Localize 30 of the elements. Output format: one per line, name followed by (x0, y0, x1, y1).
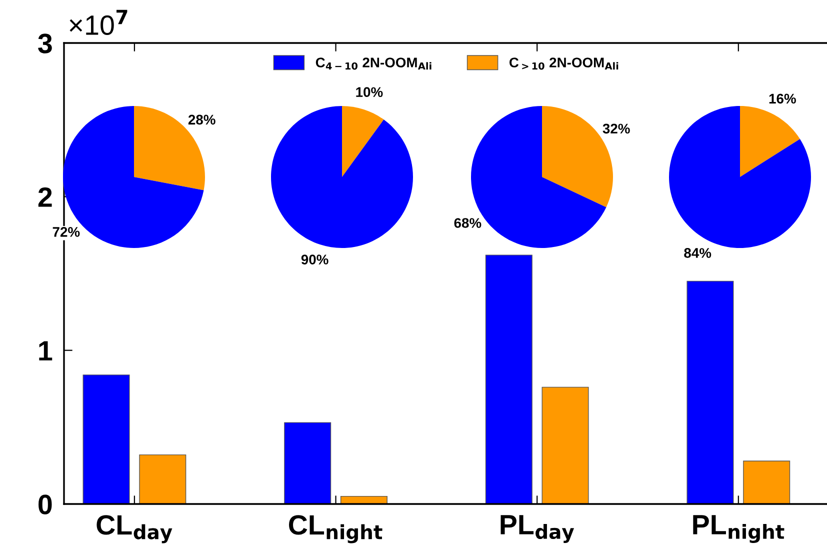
bar (686, 280, 734, 504)
x-tick-label: PL$_{night}$ (693, 515, 784, 543)
data-label: 10% (356, 87, 383, 97)
bar (542, 386, 589, 504)
x-tick-label: CL$_{night}$ (289, 515, 382, 544)
x-tick-label: PL$_{day}$ (500, 515, 574, 543)
bar (284, 422, 332, 504)
legend-label: C$_{4−10}$ 2N-OOM$_{Ali}$ (316, 58, 432, 70)
legend-label: C$_{>10}$ 2N-OOM$_{Ali}$ (510, 58, 618, 70)
y-tick-label: 2 (38, 187, 52, 207)
data-label: 72% (52, 227, 80, 237)
bar (82, 374, 130, 504)
data-label: 90% (301, 254, 328, 264)
y-tick-label: 1 (39, 341, 52, 360)
data-label: 16% (769, 94, 796, 104)
x-tick-label: CL$_{day}$ (96, 515, 172, 544)
y-tick-label: 3 (38, 34, 52, 54)
pie-slice (740, 106, 800, 177)
bar (743, 460, 790, 504)
data-label: 32% (602, 124, 630, 134)
y-tick-label: 0 (38, 494, 52, 514)
pie-slice (669, 106, 811, 248)
bar (485, 254, 532, 504)
data-label: 84% (684, 248, 712, 258)
bar (139, 454, 186, 504)
data-label: 28% (188, 114, 216, 125)
data-label: 68% (454, 218, 482, 228)
pie-slice (271, 106, 413, 248)
pie-slice (342, 106, 384, 177)
text: ×10$^{7}$ (70, 10, 128, 36)
